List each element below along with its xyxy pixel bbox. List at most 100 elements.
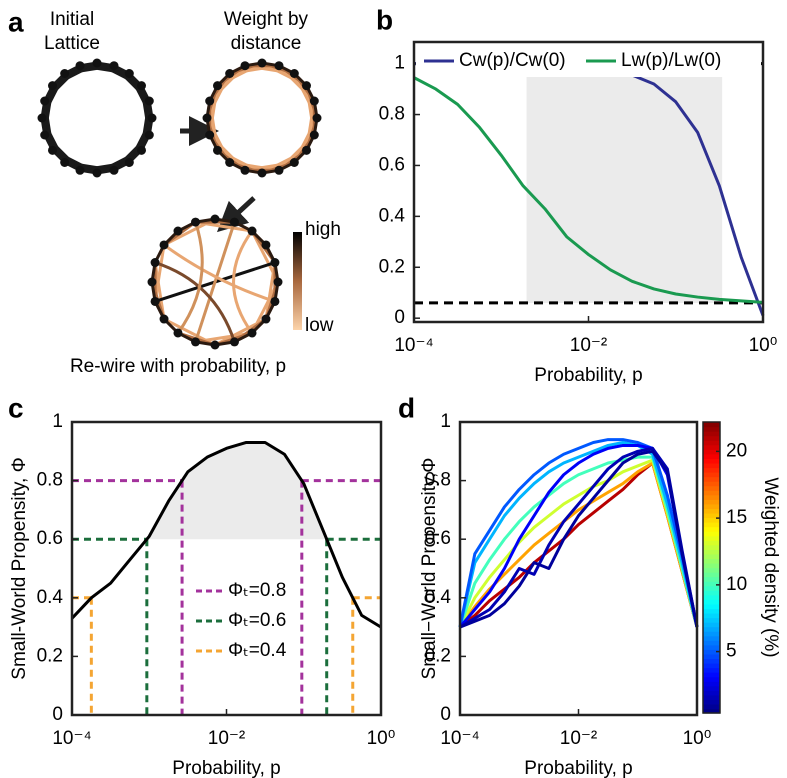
arrow: [216, 196, 256, 233]
colorbar-segment: [703, 435, 720, 441]
colorbar-segment: [703, 422, 720, 428]
colorbar-segment: [703, 676, 720, 682]
node: [124, 69, 134, 79]
legend-label: Φₜ=0.4: [228, 640, 287, 661]
node: [301, 81, 311, 91]
node: [261, 240, 271, 250]
colorbar-segment: [703, 426, 720, 432]
node: [136, 81, 146, 91]
colorbar-segment: [703, 517, 720, 523]
colorbar-segment: [703, 649, 720, 655]
diagram-caption: Re-wire with probability, p: [70, 356, 286, 377]
node: [75, 61, 85, 71]
y-axis-label: Small-World Propensity, Φ: [9, 457, 30, 679]
colorbar-segment: [703, 685, 720, 691]
colorbar-segment: [703, 603, 720, 610]
node: [247, 226, 257, 236]
panel-label: d: [398, 392, 415, 423]
y-tick-label: 0.6: [37, 528, 63, 549]
colorbar-segment: [703, 481, 720, 487]
diagram-label: low: [305, 315, 334, 336]
node: [312, 113, 322, 123]
y-tick-label: 0.2: [37, 645, 63, 666]
node: [240, 165, 250, 175]
colorbar-segment: [703, 662, 720, 669]
colorbar-frame: [702, 421, 721, 714]
node: [150, 296, 160, 306]
colorbar-segment: [703, 594, 720, 600]
node: [150, 258, 160, 268]
node: [289, 69, 299, 79]
y-tick-label: 0.2: [379, 256, 405, 277]
panel-label: a: [8, 6, 24, 37]
node: [159, 240, 169, 250]
line-series: [70, 441, 382, 629]
y-tick-label: 0: [52, 704, 63, 725]
node: [147, 113, 157, 123]
node: [210, 340, 220, 350]
node: [144, 130, 154, 140]
weight-colorbar: [293, 232, 302, 330]
colorbar-segment: [703, 562, 720, 569]
node: [173, 328, 183, 338]
y-tick-label: 0.4: [37, 587, 64, 608]
colorbar-segment: [703, 708, 720, 714]
colorbar-segment: [703, 608, 720, 614]
node: [92, 168, 102, 178]
colorbar-segment: [703, 449, 720, 455]
colorbar-segment: [703, 526, 720, 532]
colorbar-tick-label: 5: [726, 641, 737, 662]
node: [40, 96, 50, 106]
colorbar-segment: [703, 617, 720, 623]
colorbar-segment: [703, 672, 720, 678]
legend-label: Φₜ=0.6: [228, 610, 286, 631]
node: [213, 81, 223, 91]
node: [205, 96, 215, 106]
rewired-edge: [194, 221, 236, 343]
x-axis-label: Probability, p: [172, 758, 280, 778]
colorbar-segment: [703, 444, 720, 450]
x-axis-label: Probability, p: [524, 758, 632, 778]
colorbar-segment: [703, 553, 720, 560]
node: [147, 277, 157, 287]
colorbar-segment: [703, 467, 720, 473]
node: [191, 337, 201, 347]
diagram-label: distance: [231, 33, 302, 54]
y-tick-label: 0.8: [425, 470, 451, 491]
colorbar-segment: [703, 535, 720, 541]
x-tick-label: 10⁻²: [208, 728, 246, 749]
x-tick-label: 10⁻²: [570, 335, 608, 356]
shaded-region: [526, 63, 723, 303]
colorbar-segment: [703, 508, 720, 514]
x-tick-label: 10⁰: [749, 335, 778, 356]
diagram-label: high: [305, 219, 341, 240]
colorbar-segment: [703, 703, 720, 710]
colorbar-segment: [703, 567, 720, 573]
node: [274, 61, 284, 71]
colorbar-segment: [703, 590, 720, 596]
node: [247, 328, 257, 338]
line-series: [458, 441, 699, 628]
node: [229, 337, 239, 347]
node: [301, 145, 311, 155]
node: [225, 157, 235, 167]
x-tick-label: 10⁻⁴: [394, 335, 433, 356]
colorbar-segment: [703, 431, 720, 437]
colorbar-segment: [703, 494, 720, 500]
colorbar-segment: [703, 549, 720, 555]
colorbar-segment: [703, 640, 720, 646]
diagram-label: Lattice: [44, 33, 100, 54]
y-tick-label: 0.8: [37, 470, 63, 491]
colorbar-tick-label: 15: [726, 507, 747, 528]
node: [48, 145, 58, 155]
legend-label: Cw(p)/Cw(0): [459, 50, 566, 71]
panel-label: b: [376, 4, 393, 35]
colorbar-segment: [703, 485, 720, 491]
x-axis-label: Probability, p: [534, 365, 642, 386]
y-tick-label: 1: [440, 411, 451, 432]
colorbar-segment: [703, 631, 720, 637]
y-tick-label: 0.4: [425, 587, 452, 608]
panel-label: c: [8, 392, 24, 423]
colorbar-segment: [703, 544, 720, 550]
